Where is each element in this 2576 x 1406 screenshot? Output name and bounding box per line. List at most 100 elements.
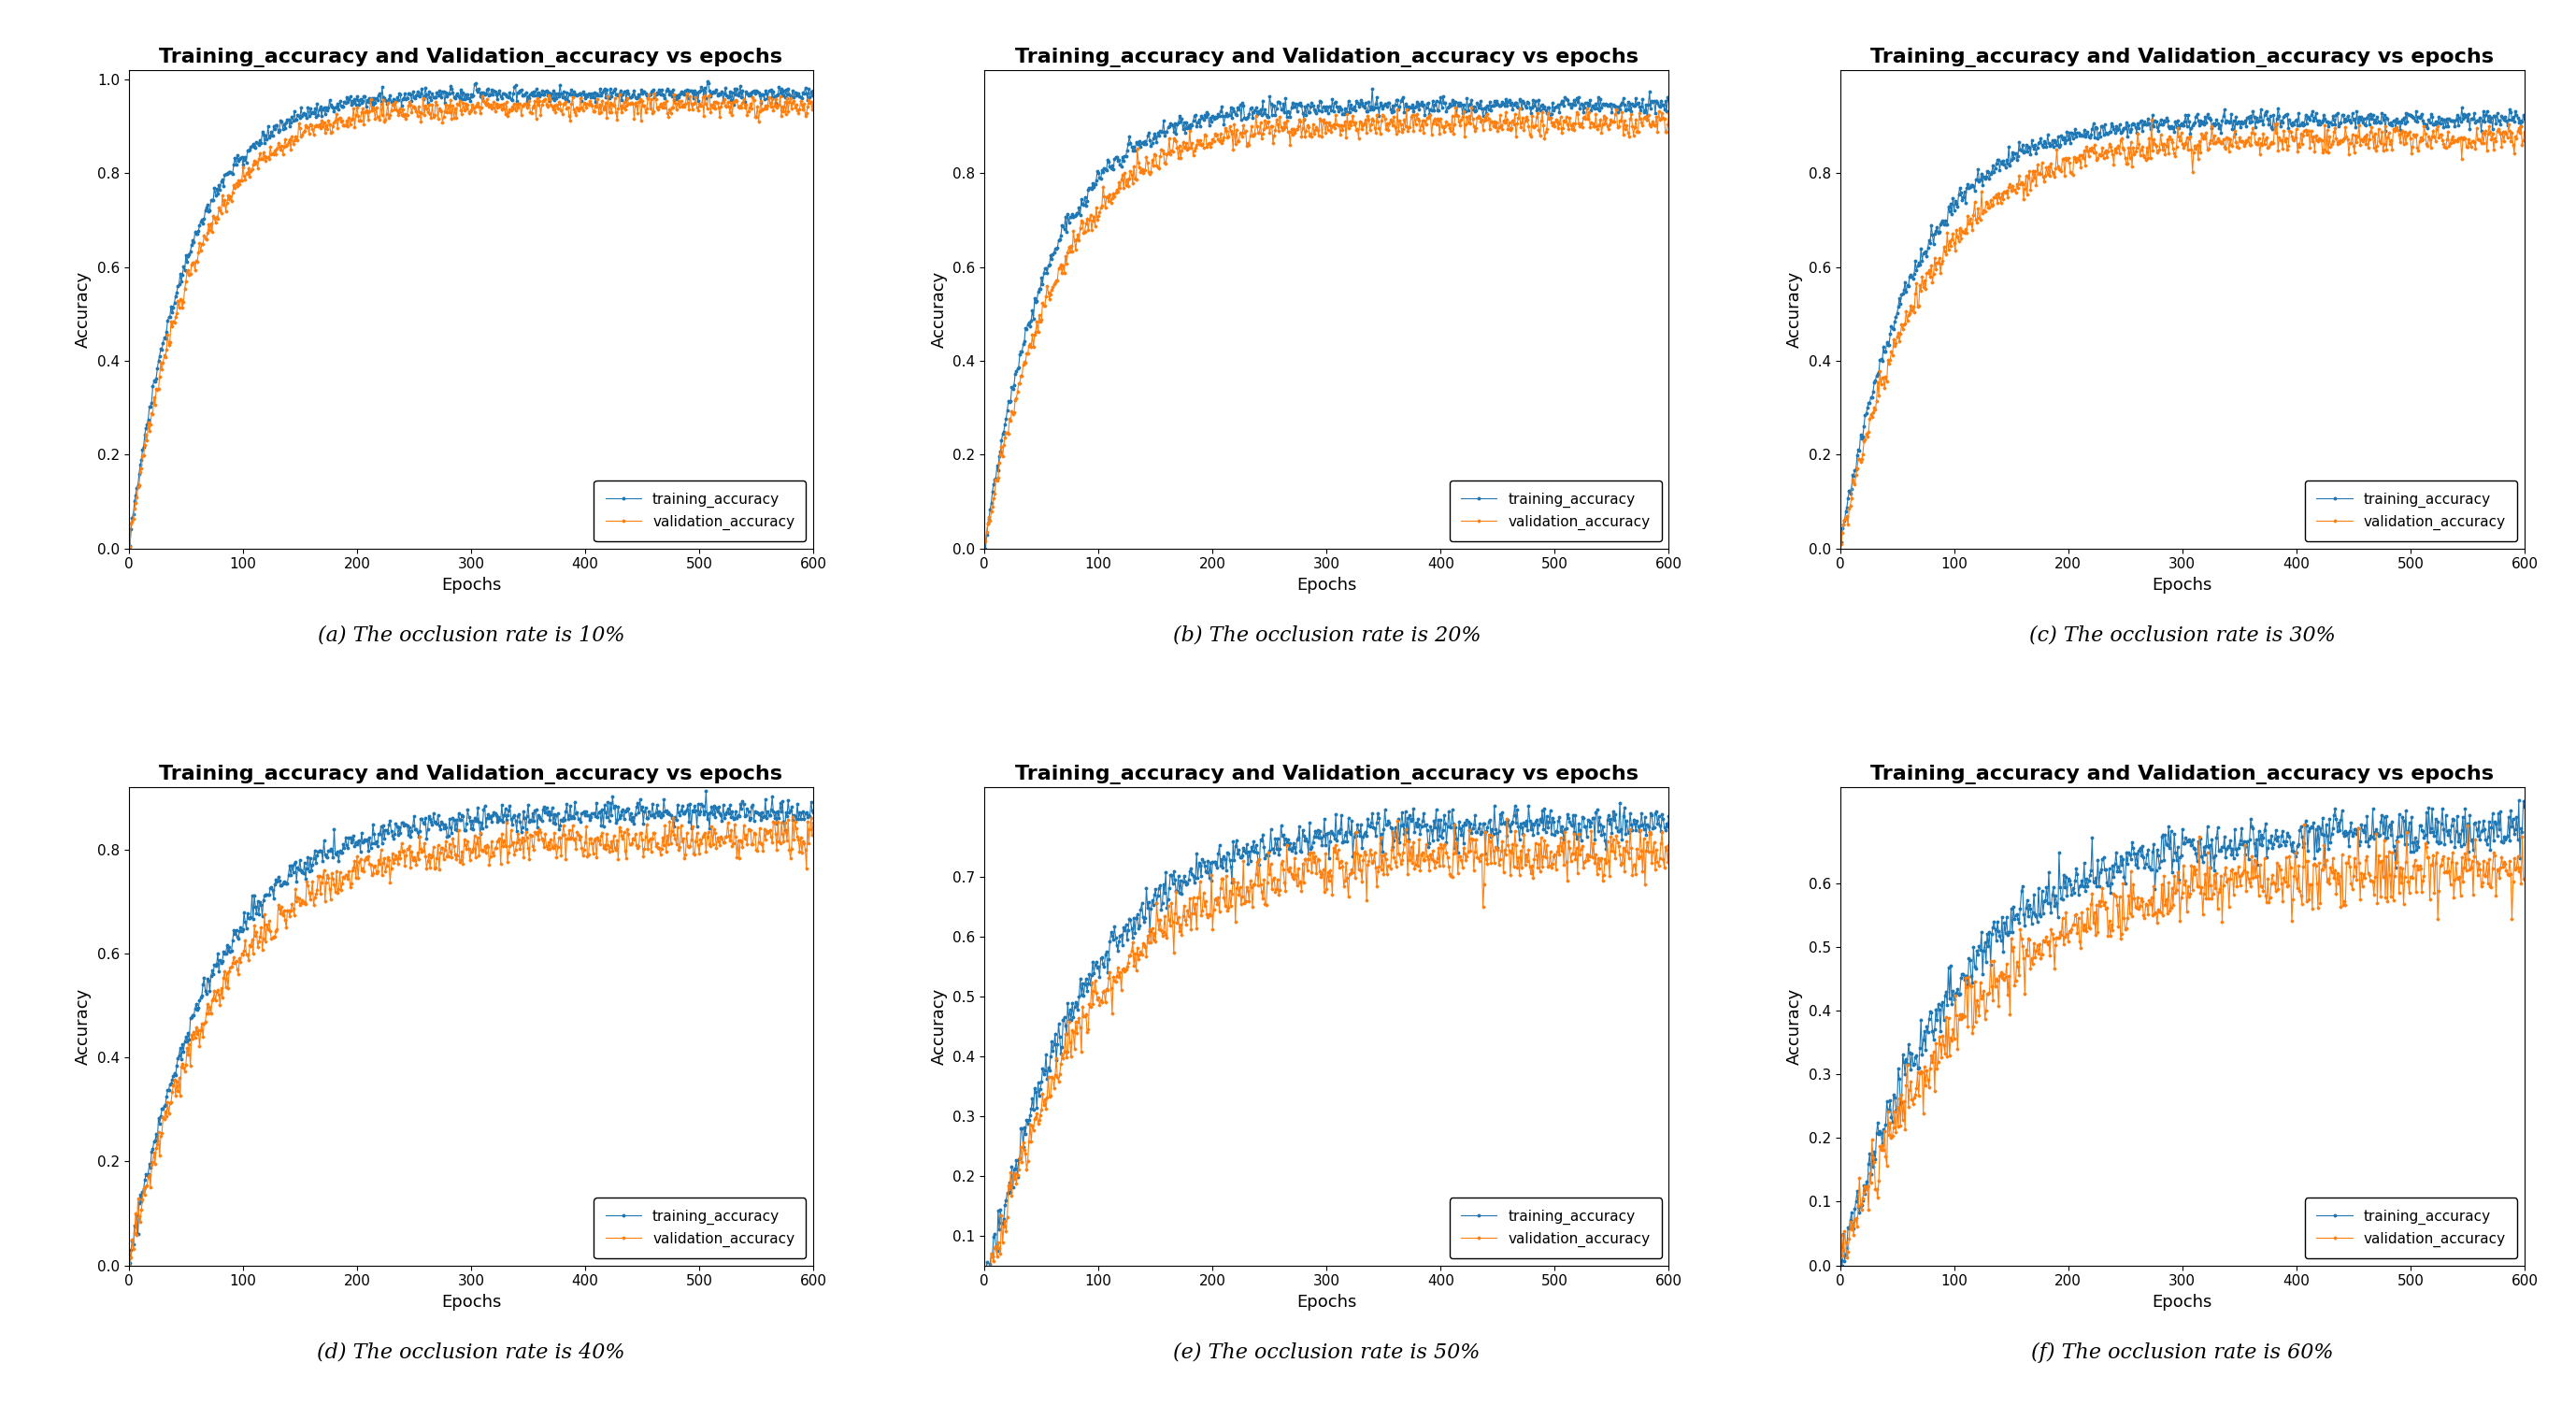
training_accuracy [1654, 90, 1685, 107]
validation_accuracy [1373, 858, 1404, 875]
Y-axis label: Accuracy: Accuracy [1785, 271, 1803, 347]
validation_accuracy [974, 1285, 1005, 1302]
training_accuracy [1486, 96, 1517, 112]
X-axis label: Epochs: Epochs [440, 576, 502, 593]
training_accuracy [1280, 98, 1311, 115]
validation_accuracy [629, 97, 659, 114]
validation_accuracy [1146, 927, 1177, 943]
training_accuracy [2342, 825, 2372, 842]
validation_accuracy [639, 84, 670, 101]
training_accuracy [2504, 792, 2535, 808]
validation_accuracy [778, 808, 809, 825]
validation_accuracy [1492, 811, 1522, 828]
validation_accuracy [2509, 124, 2540, 141]
validation_accuracy [1092, 981, 1123, 998]
training_accuracy [572, 86, 603, 103]
validation_accuracy [1280, 868, 1311, 884]
training_accuracy [1146, 894, 1177, 911]
validation_accuracy [422, 860, 453, 877]
validation_accuracy [1092, 188, 1123, 205]
Legend: training_accuracy, validation_accuracy: training_accuracy, validation_accuracy [595, 481, 806, 541]
training_accuracy [234, 138, 265, 155]
X-axis label: Epochs: Epochs [1296, 1294, 1358, 1310]
training_accuracy [1605, 794, 1636, 811]
training_accuracy [690, 782, 721, 799]
Legend: training_accuracy, validation_accuracy: training_accuracy, validation_accuracy [2306, 481, 2517, 541]
validation_accuracy [1826, 536, 1857, 553]
training_accuracy [1826, 534, 1857, 551]
Y-axis label: Accuracy: Accuracy [930, 988, 948, 1064]
training_accuracy [2509, 799, 2540, 815]
Legend: training_accuracy, validation_accuracy: training_accuracy, validation_accuracy [2306, 1198, 2517, 1258]
validation_accuracy [2282, 858, 2313, 875]
training_accuracy [1092, 162, 1123, 179]
validation_accuracy [1947, 222, 1978, 239]
Y-axis label: Accuracy: Accuracy [1785, 988, 1803, 1064]
Legend: training_accuracy, validation_accuracy: training_accuracy, validation_accuracy [1450, 481, 1662, 541]
X-axis label: Epochs: Epochs [2151, 1294, 2213, 1310]
Title: Training_accuracy and Validation_accuracy vs epochs: Training_accuracy and Validation_accurac… [160, 765, 783, 785]
training_accuracy [113, 537, 144, 554]
training_accuracy [1280, 844, 1311, 860]
training_accuracy [1427, 821, 1458, 838]
Y-axis label: Accuracy: Accuracy [75, 988, 93, 1064]
Y-axis label: Accuracy: Accuracy [930, 271, 948, 347]
validation_accuracy [113, 538, 144, 555]
training_accuracy [629, 83, 659, 100]
validation_accuracy [1427, 856, 1458, 873]
training_accuracy [2136, 862, 2166, 879]
validation_accuracy [2342, 134, 2372, 150]
training_accuracy [2282, 837, 2313, 853]
Legend: training_accuracy, validation_accuracy: training_accuracy, validation_accuracy [1450, 1198, 1662, 1258]
validation_accuracy [1826, 1226, 1857, 1243]
validation_accuracy [1947, 1010, 1978, 1026]
training_accuracy [113, 1254, 144, 1271]
validation_accuracy [2136, 889, 2166, 905]
validation_accuracy [572, 100, 603, 117]
training_accuracy [2136, 121, 2166, 138]
validation_accuracy [2509, 872, 2540, 889]
validation_accuracy [234, 938, 265, 955]
validation_accuracy [2136, 111, 2166, 128]
validation_accuracy [1486, 117, 1517, 134]
Text: (d) The occlusion rate is 40%: (d) The occlusion rate is 40% [317, 1341, 626, 1362]
training_accuracy [2228, 114, 2259, 131]
validation_accuracy [2002, 959, 2032, 976]
validation_accuracy [2136, 149, 2166, 166]
Line: validation_accuracy: validation_accuracy [1839, 824, 2524, 1258]
validation_accuracy [572, 818, 603, 835]
training_accuracy [422, 817, 453, 834]
Line: validation_accuracy: validation_accuracy [984, 107, 1669, 541]
training_accuracy [422, 82, 453, 98]
training_accuracy [971, 1277, 1002, 1294]
Text: (a) The occlusion rate is 10%: (a) The occlusion rate is 10% [317, 624, 623, 645]
validation_accuracy [1486, 842, 1517, 859]
X-axis label: Epochs: Epochs [1296, 576, 1358, 593]
validation_accuracy [629, 841, 659, 858]
Line: training_accuracy: training_accuracy [984, 801, 1669, 1286]
training_accuracy [799, 804, 829, 821]
Title: Training_accuracy and Validation_accuracy vs epochs: Training_accuracy and Validation_accurac… [1870, 765, 2494, 785]
validation_accuracy [291, 896, 322, 912]
validation_accuracy [2228, 135, 2262, 152]
training_accuracy [1146, 124, 1177, 141]
validation_accuracy [1654, 104, 1685, 121]
training_accuracy [1947, 193, 1978, 209]
training_accuracy [2447, 100, 2478, 117]
training_accuracy [1826, 1257, 1857, 1274]
training_accuracy [693, 73, 724, 90]
Line: training_accuracy: training_accuracy [129, 790, 814, 1264]
training_accuracy [234, 908, 265, 925]
training_accuracy [799, 83, 829, 100]
Title: Training_accuracy and Validation_accuracy vs epochs: Training_accuracy and Validation_accurac… [160, 48, 783, 67]
training_accuracy [1358, 80, 1388, 97]
Title: Training_accuracy and Validation_accuracy vs epochs: Training_accuracy and Validation_accurac… [1015, 765, 1638, 785]
training_accuracy [1373, 814, 1404, 831]
training_accuracy [1826, 1253, 1857, 1270]
training_accuracy [2002, 910, 2032, 927]
training_accuracy [518, 87, 549, 104]
validation_accuracy [2228, 837, 2262, 853]
training_accuracy [971, 1277, 1002, 1294]
Line: training_accuracy: training_accuracy [1839, 107, 2524, 544]
X-axis label: Epochs: Epochs [2151, 576, 2213, 593]
